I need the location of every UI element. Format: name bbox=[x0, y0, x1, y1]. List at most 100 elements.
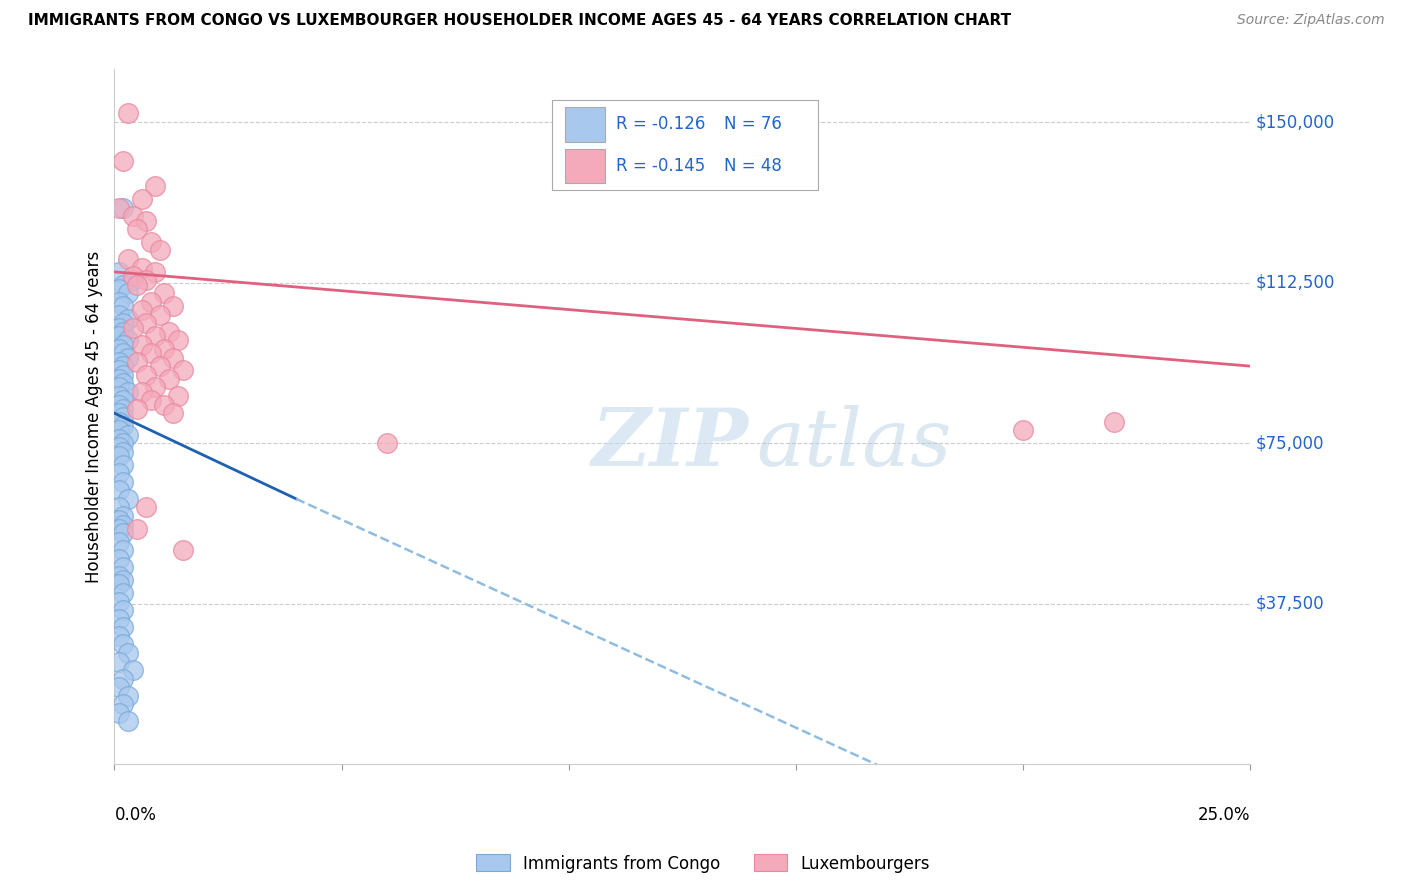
Point bbox=[112, 299, 135, 313]
Point bbox=[117, 491, 139, 506]
Point bbox=[108, 372, 131, 386]
Point bbox=[108, 355, 131, 369]
Point bbox=[149, 359, 172, 373]
Point bbox=[112, 393, 135, 408]
Point bbox=[112, 475, 135, 489]
Point bbox=[112, 543, 135, 558]
Point bbox=[112, 603, 135, 617]
Point bbox=[153, 342, 176, 356]
Point bbox=[1011, 423, 1033, 437]
Point bbox=[108, 522, 131, 536]
Text: 0.0%: 0.0% bbox=[114, 806, 156, 824]
Point bbox=[108, 612, 131, 626]
Point bbox=[143, 380, 166, 394]
Point bbox=[108, 320, 131, 334]
Point bbox=[108, 551, 131, 566]
Point bbox=[172, 543, 194, 558]
Point bbox=[108, 534, 131, 549]
Point bbox=[108, 380, 131, 394]
Point bbox=[112, 458, 135, 472]
FancyBboxPatch shape bbox=[551, 100, 818, 190]
Y-axis label: Householder Income Ages 45 - 64 years: Householder Income Ages 45 - 64 years bbox=[86, 251, 103, 582]
Point bbox=[108, 513, 131, 527]
Point bbox=[172, 363, 194, 377]
Point bbox=[108, 398, 131, 412]
Point bbox=[117, 351, 139, 365]
Point bbox=[149, 308, 172, 322]
Point bbox=[121, 320, 143, 334]
Point bbox=[143, 265, 166, 279]
Point bbox=[131, 260, 153, 275]
Point bbox=[112, 325, 135, 339]
Text: ZIP: ZIP bbox=[592, 406, 748, 483]
Point bbox=[108, 629, 131, 643]
Point bbox=[108, 294, 131, 309]
Point bbox=[117, 689, 139, 703]
Point bbox=[112, 436, 135, 450]
Text: N = 48: N = 48 bbox=[724, 157, 782, 175]
Point bbox=[117, 286, 139, 301]
Point bbox=[112, 586, 135, 600]
Point bbox=[135, 368, 157, 382]
Point bbox=[112, 359, 135, 373]
Point bbox=[112, 368, 135, 382]
Point bbox=[121, 273, 143, 287]
Point bbox=[108, 308, 131, 322]
Point bbox=[157, 325, 180, 339]
Point bbox=[112, 410, 135, 425]
Point bbox=[153, 398, 176, 412]
FancyBboxPatch shape bbox=[565, 149, 605, 184]
Point bbox=[108, 201, 131, 215]
Point bbox=[117, 714, 139, 729]
Point bbox=[112, 153, 135, 168]
Legend: Immigrants from Congo, Luxembourgers: Immigrants from Congo, Luxembourgers bbox=[470, 847, 936, 880]
Text: IMMIGRANTS FROM CONGO VS LUXEMBOURGER HOUSEHOLDER INCOME AGES 45 - 64 YEARS CORR: IMMIGRANTS FROM CONGO VS LUXEMBOURGER HO… bbox=[28, 13, 1011, 29]
Text: $37,500: $37,500 bbox=[1256, 595, 1324, 613]
Point bbox=[139, 346, 162, 360]
Point bbox=[112, 698, 135, 712]
Point bbox=[112, 337, 135, 351]
Point bbox=[112, 346, 135, 360]
Point bbox=[112, 573, 135, 587]
Point bbox=[127, 522, 149, 536]
Point bbox=[112, 560, 135, 574]
Point bbox=[117, 384, 139, 399]
Point bbox=[108, 577, 131, 591]
Point bbox=[112, 201, 135, 215]
Point bbox=[108, 389, 131, 403]
Point bbox=[121, 209, 143, 223]
Point bbox=[112, 620, 135, 634]
Point bbox=[108, 500, 131, 515]
Text: $75,000: $75,000 bbox=[1256, 434, 1324, 452]
Point bbox=[108, 466, 131, 480]
Point bbox=[127, 355, 149, 369]
Point bbox=[139, 235, 162, 249]
Point bbox=[108, 342, 131, 356]
Point bbox=[108, 483, 131, 498]
Point bbox=[112, 419, 135, 434]
Point bbox=[131, 337, 153, 351]
Point bbox=[108, 282, 131, 296]
Text: N = 76: N = 76 bbox=[724, 115, 782, 133]
Text: R = -0.145: R = -0.145 bbox=[616, 157, 706, 175]
Point bbox=[112, 526, 135, 541]
Text: Source: ZipAtlas.com: Source: ZipAtlas.com bbox=[1237, 13, 1385, 28]
Point bbox=[108, 449, 131, 463]
Point bbox=[157, 372, 180, 386]
Text: atlas: atlas bbox=[756, 406, 952, 483]
Point bbox=[108, 329, 131, 343]
Point bbox=[117, 646, 139, 660]
Point bbox=[117, 334, 139, 348]
Point bbox=[139, 294, 162, 309]
Point bbox=[143, 179, 166, 194]
Point bbox=[108, 423, 131, 437]
Point bbox=[131, 303, 153, 318]
Point bbox=[108, 406, 131, 420]
Point bbox=[153, 286, 176, 301]
Point bbox=[127, 222, 149, 236]
Point bbox=[108, 432, 131, 446]
Point bbox=[135, 273, 157, 287]
Point bbox=[108, 265, 131, 279]
Point bbox=[135, 213, 157, 227]
Point bbox=[167, 334, 190, 348]
